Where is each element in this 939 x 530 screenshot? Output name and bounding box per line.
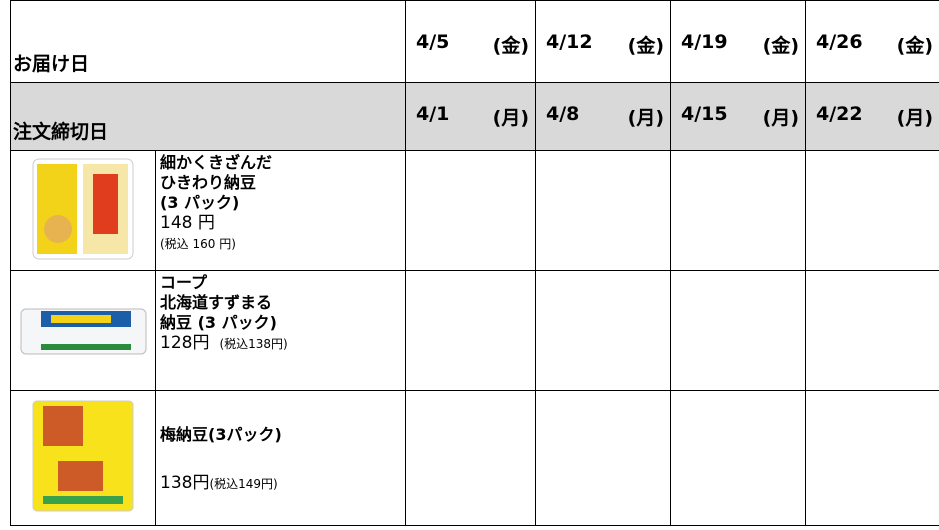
date-cell: 4/1 (月) xyxy=(405,82,537,151)
product-name: 納豆 (3 パック) xyxy=(160,313,277,332)
weekday: (金) xyxy=(896,35,934,57)
date-text: 4/22 xyxy=(816,103,863,125)
product-row: 梅納豆(3パック) 138円(税込149円) xyxy=(10,390,939,526)
date-text: 4/1 xyxy=(416,103,450,125)
date-cell: 4/22 (月) xyxy=(805,82,939,151)
date-cell: 4/26 (金) xyxy=(805,0,939,83)
date-text: 4/5 xyxy=(416,31,450,53)
date-cell: 4/19 (金) xyxy=(670,0,807,83)
product-text: コープ 北海道すずまる 納豆 (3 パック) 128円 (税込138円) xyxy=(154,270,407,391)
date: 4/12 (金) xyxy=(536,31,670,82)
delivery-label: お届け日 xyxy=(9,0,407,83)
tax-price: (税込 160 円) xyxy=(160,237,236,251)
product-name: (3 パック) xyxy=(160,193,240,212)
weekday: (金) xyxy=(492,35,530,57)
date-text: 4/8 xyxy=(546,103,580,125)
product-name: ひきわり納豆 xyxy=(160,173,257,192)
price-line: 148 円 xyxy=(160,213,405,233)
date-text: 4/26 xyxy=(816,31,863,53)
price: 138円 xyxy=(160,472,210,493)
date: 4/22 (月) xyxy=(806,103,939,150)
weekday: (月) xyxy=(492,107,530,129)
weekday: (月) xyxy=(896,107,934,129)
tax-line: (税込 160 円) xyxy=(160,233,405,254)
date-text: 4/19 xyxy=(681,31,728,53)
price-line: 138円(税込149円) xyxy=(160,473,405,494)
date-cell: 4/12 (金) xyxy=(535,0,672,83)
date: 4/1 (月) xyxy=(406,103,535,150)
deadline-label: 注文締切日 xyxy=(9,82,407,151)
product-image xyxy=(20,308,146,354)
product-text: 梅納豆(3パック) 138円(税込149円) xyxy=(154,390,407,526)
weekday: (金) xyxy=(627,35,665,57)
product-image-cell xyxy=(10,150,156,271)
product-image xyxy=(32,158,134,259)
product-name: 北海道すずまる xyxy=(160,293,273,312)
date-text: 4/12 xyxy=(546,31,593,53)
product-row: コープ 北海道すずまる 納豆 (3 パック) 128円 (税込138円) xyxy=(10,270,939,391)
date: 4/15 (月) xyxy=(671,103,805,150)
date: 4/19 (金) xyxy=(671,31,805,82)
date: 4/26 (金) xyxy=(806,31,939,82)
product-row: 細かくきざんだ ひきわり納豆 (3 パック) 148 円 (税込 160 円) xyxy=(10,150,939,271)
delivery-row: お届け日 4/5 (金) 4/12 (金) 4/19 (金) 4/26 (金) xyxy=(9,0,939,83)
product-image-cell xyxy=(10,270,156,391)
price: 128円 xyxy=(160,333,210,353)
product-name: コープ xyxy=(160,273,208,292)
price: 148 円 xyxy=(160,213,215,233)
tax-price: (税込138円) xyxy=(219,337,288,351)
date: 4/5 (金) xyxy=(406,31,535,82)
date: 4/8 (月) xyxy=(536,103,670,150)
tax-price: (税込149円) xyxy=(209,476,278,491)
order-table: お届け日 4/5 (金) 4/12 (金) 4/19 (金) 4/26 (金) 注文締切日 4… xyxy=(9,0,939,526)
weekday: (月) xyxy=(762,107,800,129)
date-text: 4/15 xyxy=(681,103,728,125)
weekday: (金) xyxy=(762,35,800,57)
spacer xyxy=(160,445,405,473)
date-cell: 4/5 (金) xyxy=(405,0,537,83)
weekday: (月) xyxy=(627,107,665,129)
deadline-row: 注文締切日 4/1 (月) 4/8 (月) 4/15 (月) 4/22 (月) xyxy=(9,82,939,151)
price-line: 128円 (税込138円) xyxy=(160,333,405,354)
product-name: 梅納豆(3パック) xyxy=(160,424,282,444)
date-cell: 4/8 (月) xyxy=(535,82,672,151)
product-image xyxy=(32,400,134,512)
product-text: 細かくきざんだ ひきわり納豆 (3 パック) 148 円 (税込 160 円) xyxy=(154,150,407,271)
product-name: 細かくきざんだ xyxy=(160,153,273,172)
date-cell: 4/15 (月) xyxy=(670,82,807,151)
product-image-cell xyxy=(10,390,156,526)
